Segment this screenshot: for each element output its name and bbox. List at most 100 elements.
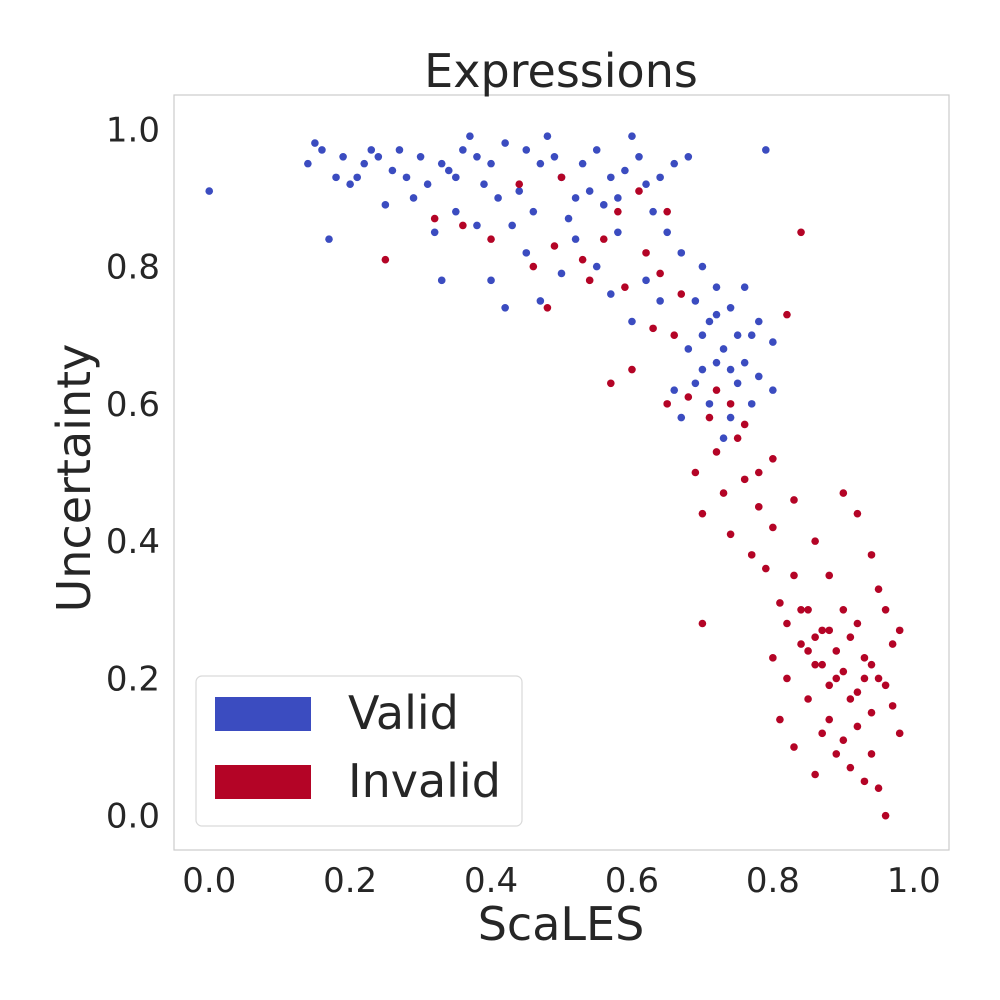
- data-point: [614, 207, 622, 216]
- data-point: [571, 194, 580, 202]
- data-point: [374, 152, 383, 161]
- data-point: [726, 413, 735, 422]
- data-point: [747, 400, 756, 408]
- data-point: [466, 132, 474, 140]
- data-point: [691, 297, 700, 305]
- y-tick-label: 0.2: [106, 659, 160, 699]
- data-point: [698, 619, 707, 628]
- data-point: [684, 393, 693, 401]
- data-point: [895, 729, 904, 738]
- data-point: [304, 159, 312, 168]
- data-point: [762, 564, 770, 573]
- data-point: [881, 681, 890, 690]
- legend: Valid Invalid: [195, 675, 523, 827]
- data-point: [783, 674, 791, 683]
- data-point: [839, 489, 848, 497]
- data-point: [776, 715, 784, 724]
- data-point: [783, 619, 791, 628]
- y-tick-label: 0.4: [106, 522, 160, 562]
- data-point: [790, 743, 798, 751]
- data-point: [332, 173, 340, 182]
- data-point: [804, 605, 812, 614]
- data-point: [677, 249, 686, 257]
- data-point: [726, 303, 735, 312]
- data-point: [416, 152, 425, 161]
- data-point: [895, 626, 904, 635]
- data-point: [205, 187, 214, 195]
- data-point: [733, 434, 742, 442]
- data-point: [769, 654, 777, 662]
- data-point: [437, 159, 446, 168]
- data-point: [754, 503, 763, 511]
- data-point: [543, 132, 552, 140]
- data-point: [698, 365, 707, 374]
- data-point: [487, 235, 495, 243]
- data-point: [635, 187, 643, 195]
- data-point: [846, 633, 855, 642]
- data-point: [881, 811, 890, 820]
- data-point: [825, 626, 834, 635]
- data-point: [860, 674, 869, 683]
- data-point: [797, 228, 805, 237]
- legend-swatch-valid: [215, 697, 311, 731]
- data-point: [712, 448, 721, 456]
- data-point: [832, 647, 841, 655]
- data-point: [811, 660, 819, 669]
- data-point: [754, 317, 763, 326]
- data-point: [522, 146, 531, 154]
- data-point: [712, 358, 721, 367]
- data-point: [818, 729, 826, 738]
- data-point: [677, 413, 686, 422]
- data-point: [874, 784, 883, 793]
- data-point: [754, 372, 763, 381]
- data-point: [494, 194, 502, 202]
- data-point: [874, 585, 883, 593]
- data-point: [430, 214, 439, 223]
- data-point: [599, 235, 608, 243]
- data-point: [888, 640, 897, 648]
- data-point: [811, 770, 819, 779]
- data-point: [790, 496, 798, 504]
- data-point: [867, 660, 876, 669]
- data-point: [874, 674, 883, 683]
- y-tick-label: 1.0: [106, 110, 160, 150]
- x-tick-label: 0.4: [464, 861, 518, 901]
- data-point: [459, 221, 467, 230]
- data-point: [684, 345, 693, 353]
- data-point: [698, 509, 707, 518]
- data-point: [656, 173, 664, 182]
- data-point: [663, 228, 671, 237]
- data-point: [867, 708, 876, 717]
- data-point: [684, 152, 693, 161]
- x-tick-label: 0.6: [605, 861, 659, 901]
- data-point: [592, 146, 601, 154]
- data-point: [557, 269, 566, 278]
- data-point: [888, 702, 897, 710]
- data-point: [508, 221, 516, 230]
- data-point: [804, 647, 812, 655]
- data-point: [642, 276, 650, 285]
- data-point: [769, 523, 777, 532]
- x-tick-label: 0.2: [323, 861, 377, 901]
- data-point: [811, 633, 819, 642]
- data-point: [621, 283, 629, 291]
- data-point: [860, 654, 869, 662]
- data-point: [726, 530, 735, 539]
- x-tick-label: 0.0: [182, 861, 236, 901]
- data-point: [832, 674, 841, 683]
- legend-label-invalid: Invalid: [348, 754, 501, 808]
- data-point: [740, 420, 749, 429]
- data-point: [367, 146, 376, 154]
- data-point: [783, 310, 791, 319]
- data-point: [797, 640, 805, 648]
- chart-title: Expressions: [424, 44, 698, 98]
- data-point: [360, 159, 369, 168]
- data-point: [776, 599, 784, 607]
- data-point: [656, 297, 664, 305]
- data-point: [832, 750, 841, 758]
- data-point: [740, 475, 749, 484]
- data-point: [853, 722, 862, 731]
- data-point: [585, 276, 594, 285]
- data-point: [621, 166, 629, 175]
- data-point: [592, 262, 601, 271]
